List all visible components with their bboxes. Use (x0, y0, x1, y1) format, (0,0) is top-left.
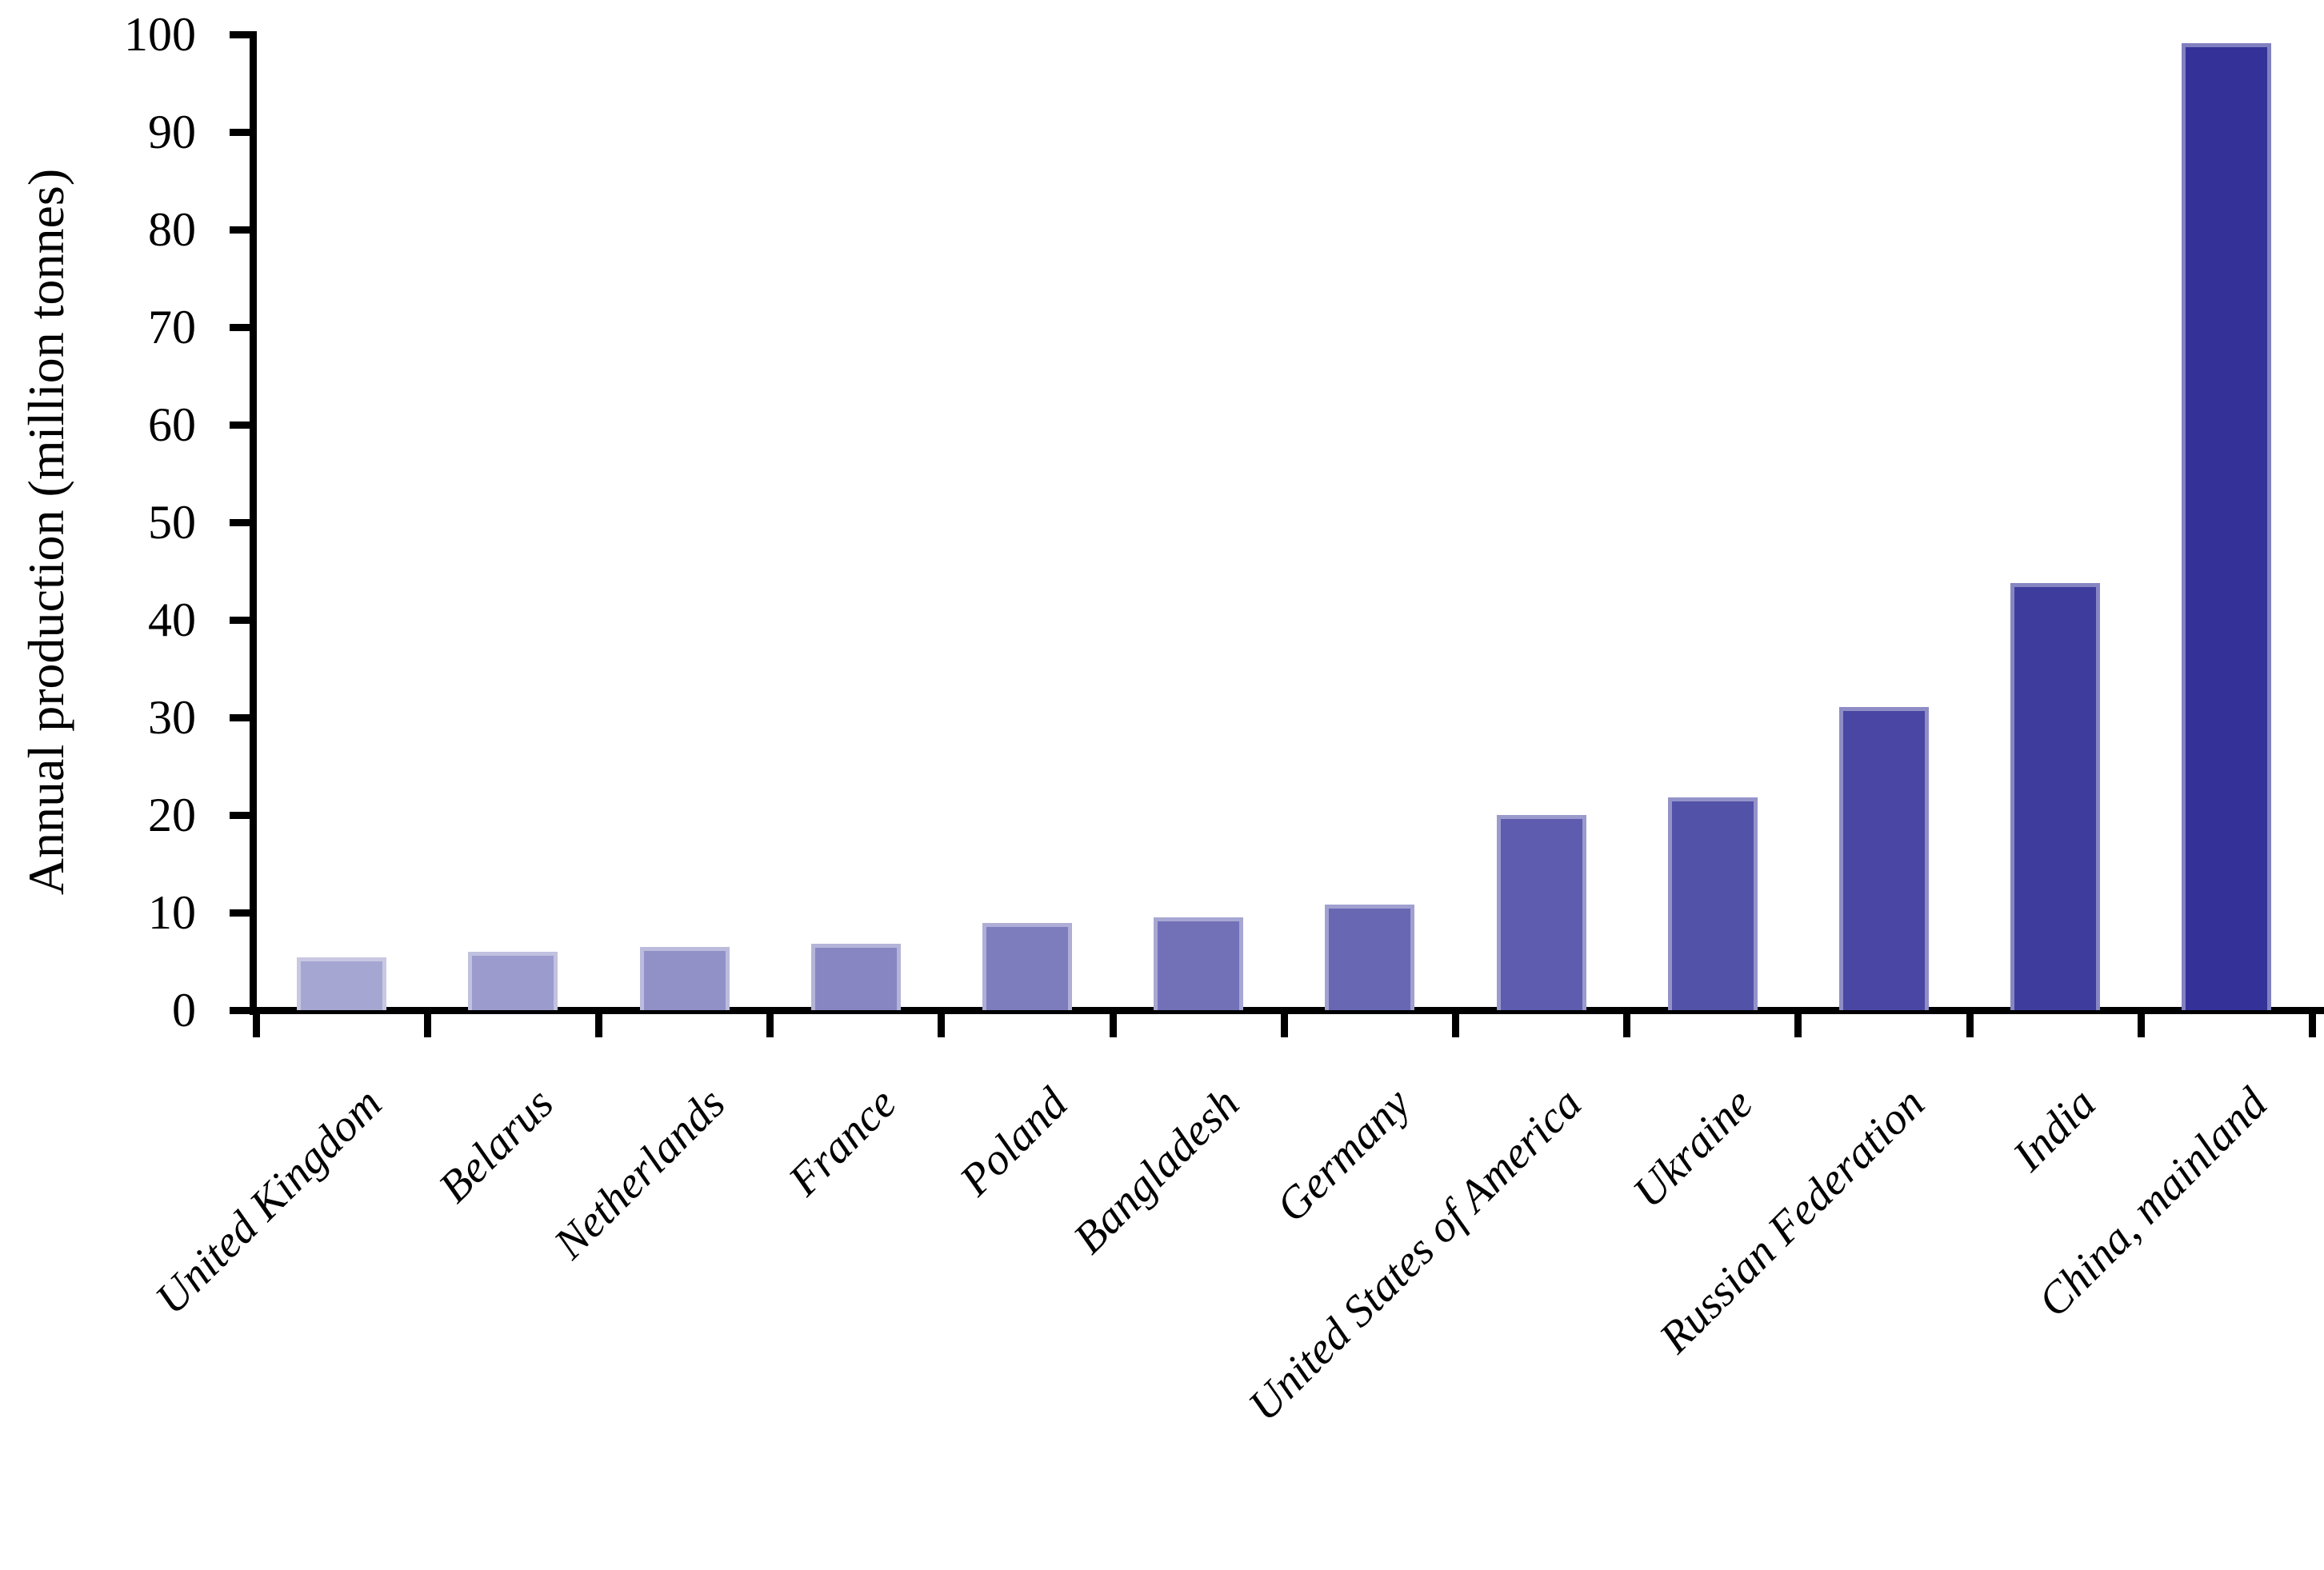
x-tick-label-united-states-of-america: United States of America (1238, 1078, 1592, 1431)
bar-china-mainland (2182, 42, 2272, 1010)
x-tick-mark-6 (1280, 1010, 1288, 1037)
x-tick-mark-7 (1451, 1010, 1459, 1037)
x-tick-label-poland: Poland (950, 1078, 1078, 1205)
x-tick-mark-1 (423, 1010, 431, 1037)
x-tick-label-germany: Germany (1266, 1078, 1420, 1232)
bar-france (810, 944, 901, 1010)
bar-germany (1325, 905, 1415, 1010)
x-tick-label-france: France (779, 1078, 906, 1205)
bar-netherlands (639, 946, 730, 1010)
x-tick-mark-8 (1623, 1010, 1631, 1037)
bar-poland (982, 923, 1072, 1010)
bar-ukraine (1667, 797, 1758, 1010)
y-tick-label-0: 0 (172, 984, 196, 1037)
y-tick-mark-20 (230, 811, 251, 819)
y-tick-mark-10 (230, 909, 251, 917)
y-tick-label-30: 30 (148, 691, 196, 744)
y-tick-label-90: 90 (148, 106, 196, 158)
bar-india (2010, 582, 2101, 1010)
y-tick-mark-40 (230, 616, 251, 624)
y-axis-line (250, 31, 257, 1015)
x-tick-mark-4 (938, 1010, 946, 1037)
y-tick-mark-90 (230, 128, 251, 136)
y-tick-mark-30 (230, 713, 251, 721)
y-tick-label-50: 50 (148, 496, 196, 549)
y-tick-label-40: 40 (148, 593, 196, 646)
y-tick-mark-100 (230, 30, 251, 38)
y-tick-label-100: 100 (124, 8, 196, 61)
bar-united-states-of-america (1496, 815, 1586, 1010)
y-tick-label-70: 70 (148, 301, 196, 354)
y-tick-mark-50 (230, 518, 251, 526)
x-tick-label-united-kingdom: United Kingdom (146, 1078, 392, 1324)
x-tick-label-india: India (2003, 1078, 2106, 1181)
y-tick-mark-0 (230, 1006, 251, 1014)
x-tick-mark-3 (766, 1010, 774, 1037)
y-tick-mark-60 (230, 421, 251, 429)
x-tick-label-ukraine: Ukraine (1623, 1078, 1763, 1218)
y-tick-label-80: 80 (148, 203, 196, 256)
y-tick-label-10: 10 (148, 886, 196, 939)
x-tick-mark-11 (2137, 1010, 2145, 1037)
bar-russian-federation (1838, 706, 1929, 1010)
x-tick-mark-10 (1966, 1010, 1974, 1037)
x-tick-label-bangladesh: Bangladesh (1063, 1078, 1249, 1264)
bar-belarus (468, 951, 558, 1010)
x-tick-mark-5 (1109, 1010, 1117, 1037)
y-tick-mark-80 (230, 226, 251, 234)
x-tick-mark-0 (252, 1010, 260, 1037)
y-tick-label-20: 20 (148, 789, 196, 841)
bar-bangladesh (1154, 917, 1244, 1010)
y-tick-mark-70 (230, 323, 251, 331)
x-tick-label-netherlands: Netherlands (544, 1078, 735, 1269)
x-tick-mark-9 (1794, 1010, 1802, 1037)
x-tick-mark-2 (594, 1010, 602, 1037)
y-tick-label-60: 60 (148, 398, 196, 451)
x-tick-mark-12 (2308, 1010, 2316, 1037)
bar-united-kingdom (297, 957, 387, 1010)
x-tick-label-belarus: Belarus (429, 1078, 563, 1212)
